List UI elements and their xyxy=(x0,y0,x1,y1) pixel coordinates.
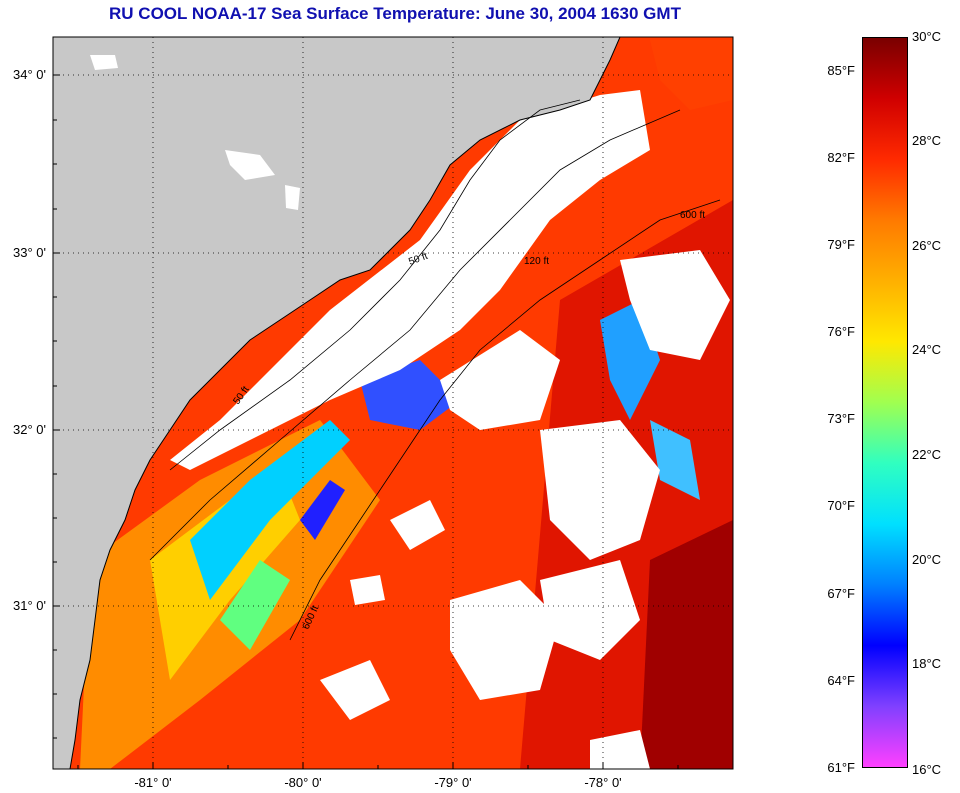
colorbar-c-label: 26°C xyxy=(912,238,942,253)
map-title: RU COOL NOAA-17 Sea Surface Temperature:… xyxy=(109,4,681,23)
contour-label-120ft-b: 120 ft xyxy=(524,256,549,267)
colorbar-f-label: 85°F xyxy=(827,63,855,78)
colorbar-c-label: 20°C xyxy=(912,552,942,567)
cool-streak-4 xyxy=(300,480,345,540)
cloud-east-1 xyxy=(620,250,730,360)
temperature-colorbar xyxy=(862,37,908,768)
lat-label-34: 34° 0' xyxy=(13,67,46,82)
cloud-south-2 xyxy=(540,560,640,660)
colorbar-f-label: 79°F xyxy=(827,237,855,252)
cool-streak-6 xyxy=(650,420,700,500)
cloud-south-1 xyxy=(450,580,560,700)
colorbar-f-label: 70°F xyxy=(827,498,855,513)
cloud-northeast xyxy=(650,40,733,110)
cloud-south-3 xyxy=(320,660,390,720)
lon-label-81: -81° 0' xyxy=(134,775,172,790)
colorbar-f-label: 82°F xyxy=(827,150,855,165)
land-area xyxy=(53,37,620,769)
lat-label-33: 33° 0' xyxy=(13,245,46,260)
lon-ticks xyxy=(77,762,679,769)
coastline xyxy=(69,37,621,769)
colorbar-c-label: 24°C xyxy=(912,342,942,357)
cool-band-1 xyxy=(190,420,350,600)
inland-lake-3 xyxy=(285,185,300,210)
cloud-small-1 xyxy=(390,500,445,550)
colorbar-f-label: 64°F xyxy=(827,673,855,688)
contour-label-600ft-a: 600 ft xyxy=(680,210,705,221)
lat-label-31: 31° 0' xyxy=(13,598,46,613)
cool-band-3 xyxy=(220,560,290,650)
lon-label-80: -80° 0' xyxy=(284,775,322,790)
colorbar-f-label: 73°F xyxy=(827,411,855,426)
inland-lake-1 xyxy=(90,55,118,70)
contour-50ft xyxy=(169,99,581,471)
colorbar-f-label: 61°F xyxy=(827,760,855,775)
lat-ticks xyxy=(53,74,60,739)
lon-label-78: -78° 0' xyxy=(584,775,622,790)
colorbar-c-label: 22°C xyxy=(912,447,942,462)
colorbar-c-label: 18°C xyxy=(912,656,942,671)
cloud-small-3 xyxy=(590,730,650,769)
cool-band-2 xyxy=(360,360,460,430)
colorbar-c-label: 30°C xyxy=(912,29,942,44)
cloud-small-2 xyxy=(350,575,385,605)
map-frame xyxy=(52,36,734,770)
cloud-east-2 xyxy=(540,420,660,560)
graticule xyxy=(53,37,733,769)
colorbar-f-label: 67°F xyxy=(827,586,855,601)
colorbar-c-label: 28°C xyxy=(912,133,942,148)
inland-lake-2 xyxy=(225,150,275,180)
cloud-mid xyxy=(440,330,560,430)
contour-600ft xyxy=(289,199,721,641)
colorbar-f-label: 76°F xyxy=(827,324,855,339)
contour-120ft xyxy=(149,109,681,561)
cloud-nearshore xyxy=(170,90,650,470)
lat-label-32: 32° 0' xyxy=(13,422,46,437)
hot-southeast xyxy=(640,520,733,769)
colorbar-c-label: 16°C xyxy=(912,762,942,777)
lon-label-79: -79° 0' xyxy=(434,775,472,790)
